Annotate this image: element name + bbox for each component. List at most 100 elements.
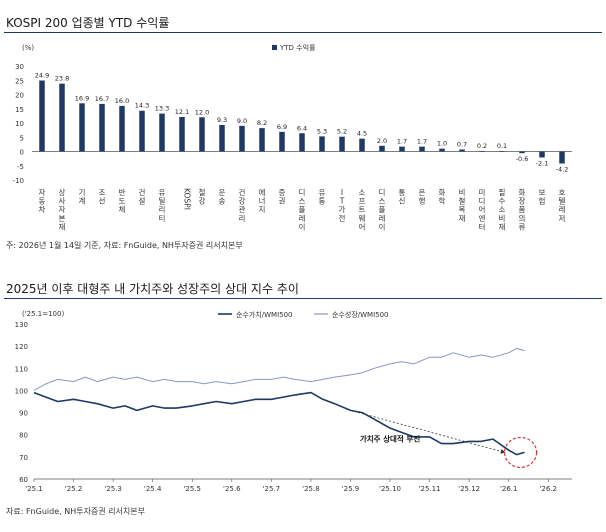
bar bbox=[479, 150, 485, 152]
x-tick-label: '25.12 bbox=[458, 485, 480, 493]
bar bbox=[179, 117, 185, 152]
bar-value-label: 1.0 bbox=[437, 140, 447, 148]
bar bbox=[159, 113, 165, 152]
y-unit-label: ('25.1=100) bbox=[22, 310, 64, 318]
bar-value-label: 0.1 bbox=[497, 142, 507, 150]
bar-value-label: 13.3 bbox=[155, 105, 169, 113]
bar bbox=[419, 146, 425, 152]
y-tick-label: 130 bbox=[15, 321, 28, 329]
y-tick-label: 90 bbox=[19, 410, 28, 418]
bar-value-label: 14.3 bbox=[135, 102, 149, 110]
bar-value-label: 16.7 bbox=[95, 95, 109, 103]
bar-value-label: 2.0 bbox=[377, 137, 387, 145]
bar-value-label: 8.2 bbox=[257, 119, 267, 127]
y-tick-label: 110 bbox=[15, 365, 28, 373]
bar-value-label: 5.2 bbox=[337, 128, 347, 136]
bar-value-label: 9.0 bbox=[237, 117, 247, 125]
bar bbox=[99, 103, 105, 152]
bar bbox=[139, 110, 145, 152]
highlight-circle bbox=[503, 436, 538, 469]
bar-value-label: 23.8 bbox=[55, 75, 69, 83]
bar-value-label: 9.3 bbox=[217, 116, 227, 124]
x-tick-label: '25.7 bbox=[263, 485, 281, 493]
y-tick-label: 70 bbox=[19, 454, 28, 462]
y-tick-label: 120 bbox=[15, 343, 28, 351]
y-tick-label: 30 bbox=[15, 63, 24, 71]
panel1-source: 주: 2026년 1월 14일 기준, 자료: FnGuide, NH투자증권 … bbox=[6, 241, 243, 250]
bar bbox=[519, 151, 525, 154]
bar-value-label: 24.9 bbox=[35, 72, 49, 80]
y-unit-label: (%) bbox=[22, 44, 34, 52]
bar-value-label: 4.5 bbox=[357, 130, 367, 138]
legend-label: YTD 수익률 bbox=[279, 44, 316, 52]
y-tick-label: 25 bbox=[15, 77, 24, 85]
bar bbox=[319, 136, 325, 152]
y-tick-label: 60 bbox=[19, 476, 28, 484]
y-tick-label: -10 bbox=[13, 177, 24, 185]
bar bbox=[39, 80, 45, 152]
bar bbox=[219, 124, 225, 152]
bar bbox=[399, 146, 405, 152]
x-tick-label: '25.10 bbox=[379, 485, 401, 493]
bar-value-label: 0.7 bbox=[457, 141, 467, 149]
panel1-title: KOSPI 200 업종별 YTD 수익률 bbox=[6, 16, 170, 30]
bar bbox=[459, 149, 465, 152]
panel2-source: 자료: FnGuide, NH투자증권 리서치본부 bbox=[6, 507, 145, 516]
ytd-bar-chart: (%) YTD 수익률 -10 -5 0 5 10 15 20 25 30 24.9 자 동 차 23.8 상 사… bbox=[13, 44, 572, 231]
growth-series-line bbox=[33, 347, 525, 391]
bar bbox=[439, 148, 445, 152]
relative-index-line-chart: ('25.1=100) 순수가치/WMI500 순수성장/WMI500 60 70 80 9… bbox=[15, 310, 572, 493]
bar bbox=[499, 151, 505, 152]
y-tick-label: 80 bbox=[19, 432, 28, 440]
panel1-title-rule bbox=[4, 32, 602, 33]
y-tick-label: 100 bbox=[15, 387, 28, 395]
legend-growth-label: 순수성장/WMI500 bbox=[332, 310, 389, 319]
bar-value-label: 6.9 bbox=[277, 123, 287, 131]
bar-value-label: 6.4 bbox=[297, 124, 307, 132]
annotation-label: 가치주 상대적 부진 bbox=[360, 433, 421, 443]
bar bbox=[359, 138, 365, 152]
x-tick-label: '25.1 bbox=[25, 485, 43, 493]
bar bbox=[259, 128, 265, 152]
ytd-return-panel: KOSPI 200 업종별 YTD 수익률 (%) YTD 수익률 -10 -5 0 5 1… bbox=[0, 0, 606, 262]
y-tick-label: 10 bbox=[15, 120, 24, 128]
bar-value-label: 12.1 bbox=[175, 108, 189, 116]
bar bbox=[559, 151, 565, 164]
bar bbox=[119, 105, 125, 152]
y-tick-label: 0 bbox=[20, 149, 24, 157]
x-tick-label: '26.1 bbox=[500, 485, 518, 493]
bar-value-label: -2.1 bbox=[536, 159, 549, 167]
x-tick-label: '25.8 bbox=[302, 485, 320, 493]
x-tick-label: '25.3 bbox=[104, 485, 122, 493]
panel2-title-rule bbox=[4, 298, 602, 299]
y-tick-label: 15 bbox=[15, 106, 24, 114]
trend-arrow bbox=[350, 409, 506, 454]
bar-value-label: 12.0 bbox=[195, 108, 209, 116]
legend-swatch bbox=[272, 45, 277, 50]
bar-value-label: 1.7 bbox=[397, 138, 407, 146]
bar-value-label: 5.3 bbox=[317, 127, 327, 135]
bar bbox=[539, 151, 545, 158]
x-tick-label: '25.4 bbox=[144, 485, 162, 493]
x-tick-label: '25.9 bbox=[342, 485, 360, 493]
relative-index-panel: 2025년 이후 대형주 내 가치주와 성장주의 상대 지수 추이 ('25.1… bbox=[0, 262, 606, 532]
y-tick-label: -5 bbox=[17, 163, 24, 171]
y-tick-label: 5 bbox=[20, 134, 24, 142]
bar bbox=[339, 136, 345, 152]
